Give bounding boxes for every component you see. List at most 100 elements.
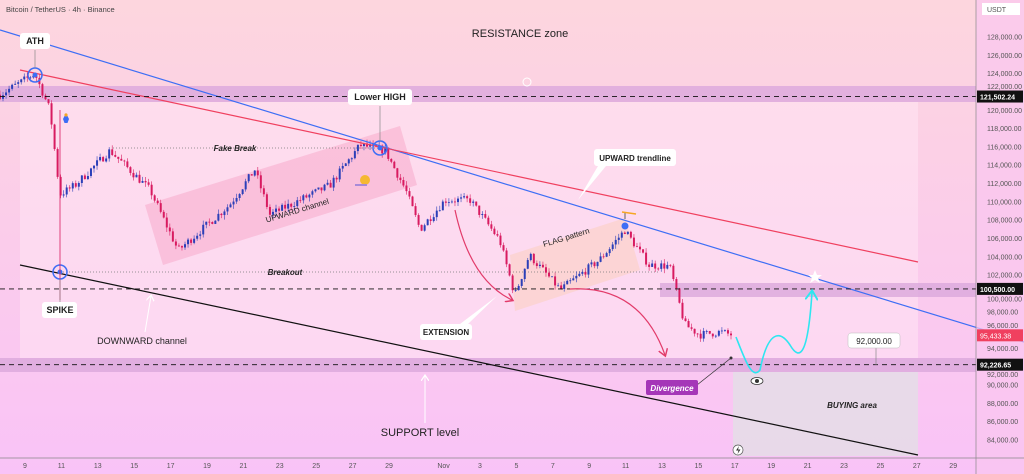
candle-body xyxy=(466,196,469,199)
candle-body xyxy=(414,206,417,216)
candle-body xyxy=(141,180,144,183)
candle-body xyxy=(2,95,5,99)
y-tick-label: 94,000.00 xyxy=(987,346,1018,353)
x-axis-ticks[interactable]: 9 11 13 15 17 19 21 23 25 27 29 Nov 3 5 7 9 11 13 15 17 19 21… xyxy=(23,463,957,470)
candle-body xyxy=(393,161,396,169)
candle-body xyxy=(247,174,250,182)
candle-body xyxy=(287,203,290,209)
x-tick-label: 15 xyxy=(695,463,703,470)
candle-body xyxy=(523,268,526,280)
candle-body xyxy=(93,165,96,169)
candle-body xyxy=(223,211,226,216)
candle-body xyxy=(335,177,338,180)
candle-body xyxy=(702,330,705,339)
candle-body xyxy=(438,210,441,212)
candle-body xyxy=(705,330,708,332)
candle-body xyxy=(457,198,460,203)
extension-callout[interactable]: EXTENSION xyxy=(420,324,472,340)
candle-body xyxy=(281,204,284,211)
candle-body xyxy=(684,318,687,322)
candle-body xyxy=(629,231,632,238)
candle-body xyxy=(566,280,569,285)
candle-body xyxy=(117,156,120,159)
spike-callout[interactable]: SPIKE xyxy=(42,302,77,318)
candle-body xyxy=(511,275,514,291)
extension-label: EXTENSION xyxy=(423,328,469,337)
candle-body xyxy=(299,200,302,202)
candle-body xyxy=(608,249,611,254)
x-tick-label: 27 xyxy=(913,463,921,470)
y-tick-label: 118,000.00 xyxy=(987,126,1022,133)
candle-body xyxy=(220,213,223,216)
price-axis[interactable] xyxy=(976,0,1024,474)
candle-body xyxy=(99,157,102,161)
candle-body xyxy=(554,276,557,286)
candle-body xyxy=(599,256,602,262)
ath-callout[interactable]: ATH xyxy=(20,33,50,49)
rocket-icon xyxy=(63,113,69,123)
x-tick-label: 17 xyxy=(167,463,175,470)
candle-body xyxy=(296,200,299,207)
candle-body xyxy=(478,205,481,215)
currency-label: USDT xyxy=(987,7,1007,14)
alert-icon[interactable] xyxy=(522,77,532,87)
candle-body xyxy=(344,163,347,166)
candle-body xyxy=(472,201,475,203)
candle-body xyxy=(681,302,684,319)
candle-body xyxy=(514,290,517,291)
divergence-callout[interactable]: Divergence xyxy=(646,380,698,395)
candle-body xyxy=(678,288,681,303)
y-tick-label: 126,000.00 xyxy=(987,53,1022,60)
candle-body xyxy=(187,239,190,245)
candle-body xyxy=(396,168,399,178)
lightning-icon[interactable] xyxy=(732,444,744,456)
candle-body xyxy=(329,182,332,188)
x-tick-label: 29 xyxy=(385,463,393,470)
level-price-tag xyxy=(977,282,1023,295)
drop-curve-arrow xyxy=(569,288,665,355)
candle-body xyxy=(632,237,635,247)
candle-body xyxy=(193,238,196,243)
y-tick-label: 122,000.00 xyxy=(987,84,1022,91)
candle-body xyxy=(505,250,508,265)
candle-body xyxy=(711,333,714,337)
candle-body xyxy=(123,160,126,162)
y-tick-label: 112,000.00 xyxy=(987,181,1022,188)
level-price-tag xyxy=(977,90,1023,103)
candle-body xyxy=(211,221,214,224)
candle-body xyxy=(241,189,244,195)
candle-body xyxy=(560,285,563,289)
candle-body xyxy=(108,149,111,159)
currency-button[interactable]: USDT xyxy=(982,3,1020,15)
candle-body xyxy=(14,83,17,85)
candle-body xyxy=(532,253,535,264)
x-tick-label: Nov xyxy=(437,463,450,470)
hammer-icon xyxy=(621,211,637,219)
level-price-text: 121,502.24 xyxy=(980,95,1015,102)
lower-high-label: Lower HIGH xyxy=(354,92,406,102)
x-tick-label: 7 xyxy=(551,463,555,470)
candle-body xyxy=(86,176,89,180)
candle-body xyxy=(581,271,584,274)
candle-body xyxy=(469,198,472,203)
candle-body xyxy=(429,219,432,222)
candle-body xyxy=(89,168,92,177)
eye-icon xyxy=(750,377,764,385)
lower-high-callout[interactable]: Lower HIGH xyxy=(348,89,412,105)
candle-body xyxy=(47,99,50,104)
candle-body xyxy=(271,211,274,215)
candle-body xyxy=(350,158,353,160)
candle-body xyxy=(217,213,220,221)
candle-body xyxy=(441,201,444,211)
x-tick-label: 23 xyxy=(276,463,284,470)
buying-area-box xyxy=(733,372,918,456)
candle-body xyxy=(71,183,74,189)
target-price-label: 92,000.00 xyxy=(856,337,892,346)
x-tick-label: 29 xyxy=(949,463,957,470)
candle-body xyxy=(460,197,463,199)
target-price-callout[interactable]: 92,000.00 xyxy=(847,332,901,349)
upward-trendline-callout[interactable]: UPWARD trendline xyxy=(594,149,676,166)
candle-body xyxy=(62,194,65,196)
candle-body xyxy=(538,264,541,266)
